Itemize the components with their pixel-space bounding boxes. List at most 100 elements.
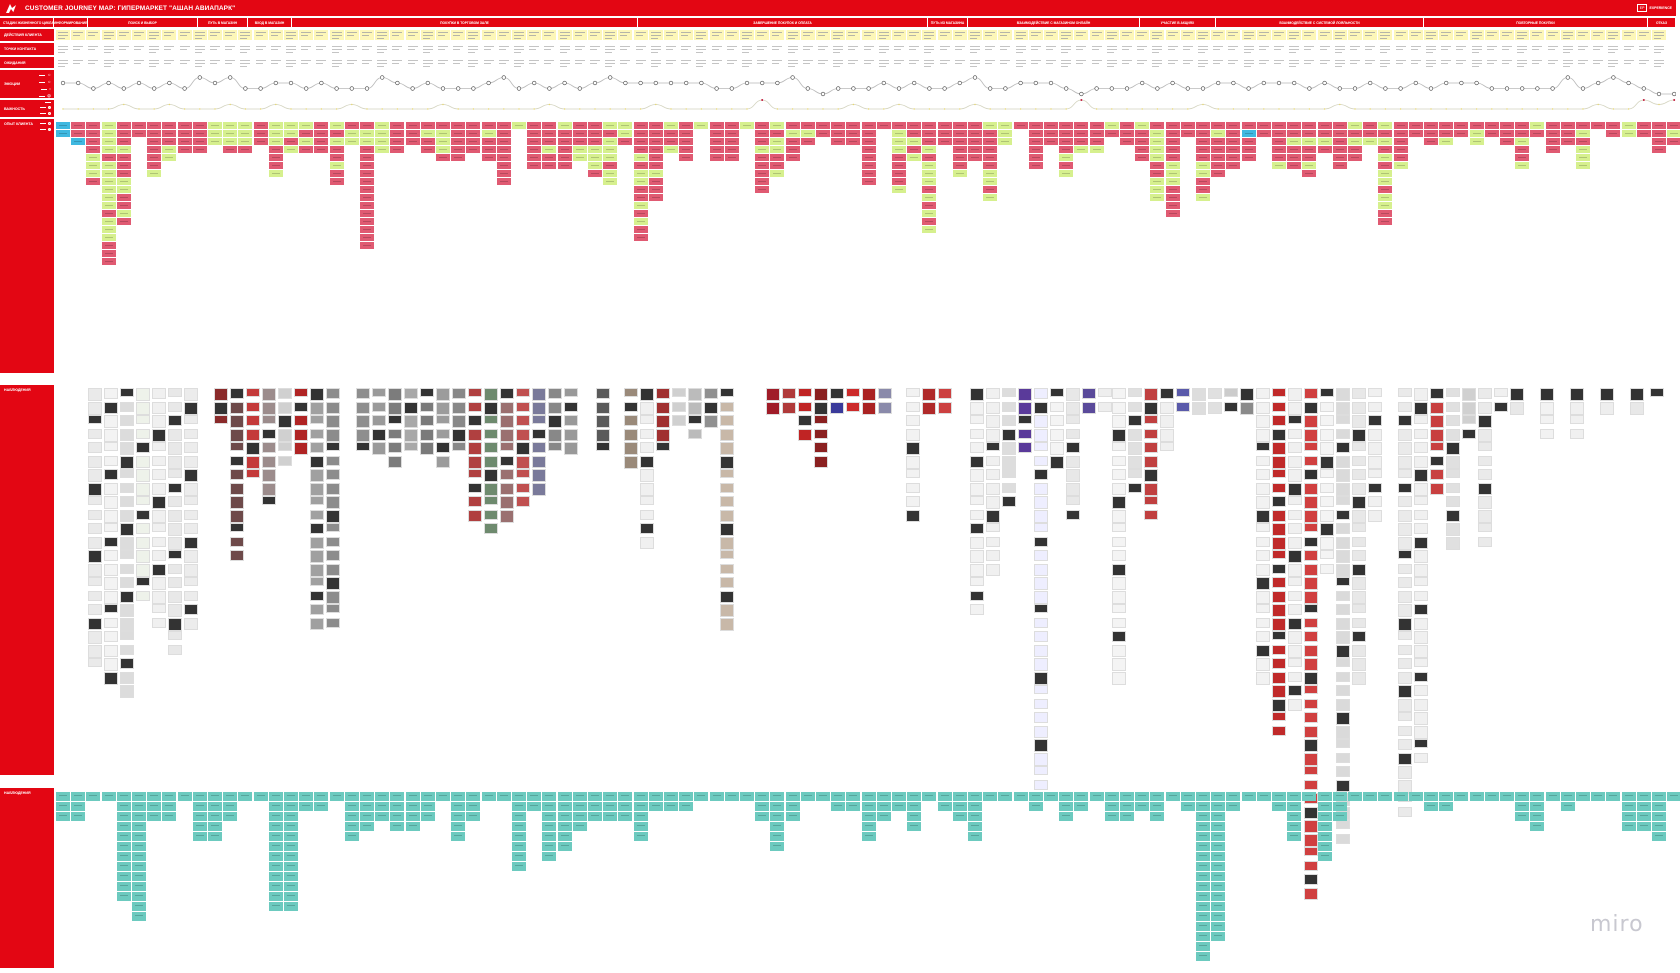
row-cell[interactable] [162,58,176,67]
negative-sticky-note[interactable] [192,122,207,129]
observation-photo-thumbnail[interactable] [1272,523,1286,536]
observation-photo-thumbnail[interactable] [184,563,198,577]
observation-sticky-note[interactable] [527,792,542,801]
negative-sticky-note[interactable] [86,145,101,153]
negative-sticky-note[interactable] [1241,153,1256,161]
negative-sticky-note[interactable] [253,137,268,145]
observation-photo-thumbnail[interactable] [310,455,324,468]
observation-photo-thumbnail[interactable] [1398,455,1412,469]
negative-sticky-note[interactable] [952,137,967,145]
row-cell[interactable] [1105,58,1119,67]
observation-sticky-note[interactable] [1074,801,1089,811]
positive-sticky-note[interactable] [238,137,253,145]
observation-photo-thumbnail[interactable] [1304,482,1318,495]
observation-photo-thumbnail[interactable] [516,455,530,469]
observation-photo-thumbnail[interactable] [1160,428,1174,442]
observation-photo-thumbnail[interactable] [1398,482,1412,493]
negative-sticky-note[interactable] [1545,122,1560,129]
row-cell[interactable] [588,30,602,40]
observation-photo-thumbnail[interactable] [1256,604,1270,613]
row-cell[interactable] [1394,44,1408,54]
observation-photo-thumbnail[interactable] [104,523,118,532]
row-cell[interactable] [436,30,450,40]
observation-photo-thumbnail[interactable] [1478,428,1492,442]
observation-photo-thumbnail[interactable] [720,577,734,588]
row-cell[interactable] [1120,58,1134,67]
observation-photo-thumbnail[interactable] [1398,442,1412,455]
observation-photo-thumbnail[interactable] [798,388,812,397]
observation-photo-thumbnail[interactable] [624,455,638,469]
row-cell[interactable] [284,44,298,54]
observation-photo-thumbnail[interactable] [1256,509,1270,523]
negative-sticky-note[interactable] [1332,122,1347,129]
row-cell[interactable] [238,58,252,67]
observation-photo-thumbnail[interactable] [184,442,198,453]
positive-sticky-note[interactable] [268,169,283,177]
observation-photo-thumbnail[interactable] [372,415,386,426]
negative-sticky-note[interactable] [360,185,374,193]
observation-sticky-note[interactable] [1332,801,1347,811]
observation-photo-thumbnail[interactable] [1256,455,1270,466]
observation-photo-thumbnail[interactable] [1272,685,1286,698]
observation-photo-thumbnail[interactable] [1144,401,1158,415]
row-cell[interactable] [1545,30,1560,40]
observation-photo-thumbnail[interactable] [88,428,102,439]
observation-photo-thumbnail[interactable] [1272,442,1286,455]
row-cell[interactable] [709,30,724,40]
negative-sticky-note[interactable] [496,169,511,177]
row-cell[interactable] [542,44,556,54]
observation-photo-thumbnail[interactable] [1224,388,1238,397]
negative-sticky-note[interactable] [1165,137,1180,145]
observation-sticky-note[interactable] [284,841,298,851]
positive-sticky-note[interactable] [603,153,618,161]
observation-photo-thumbnail[interactable] [120,536,134,550]
observation-photo-thumbnail[interactable] [500,482,514,495]
row-cell[interactable] [1561,58,1575,67]
negative-sticky-note[interactable] [1652,137,1666,145]
observation-photo-thumbnail[interactable] [1288,523,1302,534]
observation-photo-thumbnail[interactable] [1352,496,1366,509]
observation-sticky-note[interactable] [1424,792,1438,801]
negative-sticky-note[interactable] [1256,129,1271,137]
observation-photo-thumbnail[interactable] [326,442,340,451]
observation-photo-thumbnail[interactable] [88,604,102,615]
observation-photo-thumbnail[interactable] [356,388,370,399]
observation-photo-thumbnail[interactable] [1160,401,1174,414]
row-cell[interactable] [132,58,146,67]
observation-photo-thumbnail[interactable] [1398,671,1412,684]
observation-sticky-note[interactable] [1104,792,1119,801]
row-cell[interactable] [1622,44,1636,54]
observation-photo-thumbnail[interactable] [1478,415,1492,428]
observation-sticky-note[interactable] [284,871,298,881]
row-cell[interactable] [1546,44,1560,54]
observation-photo-thumbnail[interactable] [1034,739,1048,752]
observation-sticky-note[interactable] [876,811,891,821]
observation-photo-thumbnail[interactable] [1112,550,1126,561]
observation-photo-thumbnail[interactable] [500,442,514,451]
observation-sticky-note[interactable] [71,792,86,801]
negative-sticky-note[interactable] [922,129,937,137]
observation-photo-thumbnail[interactable] [1112,442,1126,451]
observation-sticky-note[interactable] [1226,792,1241,801]
row-cell[interactable] [1180,30,1195,40]
negative-sticky-note[interactable] [420,145,435,153]
observation-sticky-note[interactable] [162,792,177,801]
observation-photo-thumbnail[interactable] [1304,874,1318,885]
observation-photo-thumbnail[interactable] [516,401,530,412]
observation-photo-thumbnail[interactable] [640,509,654,520]
row-cell[interactable] [1470,44,1484,54]
observation-photo-thumbnail[interactable] [640,536,654,549]
row-cell[interactable] [907,58,921,67]
observation-sticky-note[interactable] [1135,792,1150,801]
observation-photo-thumbnail[interactable] [846,388,860,397]
negative-sticky-note[interactable] [937,129,952,137]
observation-sticky-note[interactable] [116,811,131,821]
positive-sticky-note[interactable] [1165,161,1180,169]
negative-sticky-note[interactable] [907,129,922,137]
row-cell[interactable] [1165,30,1180,40]
negative-sticky-note[interactable] [861,161,876,169]
observation-sticky-note[interactable] [1150,792,1165,801]
observation-photo-thumbnail[interactable] [1288,671,1302,682]
observation-photo-thumbnail[interactable] [922,388,936,401]
negative-sticky-note[interactable] [147,153,162,161]
